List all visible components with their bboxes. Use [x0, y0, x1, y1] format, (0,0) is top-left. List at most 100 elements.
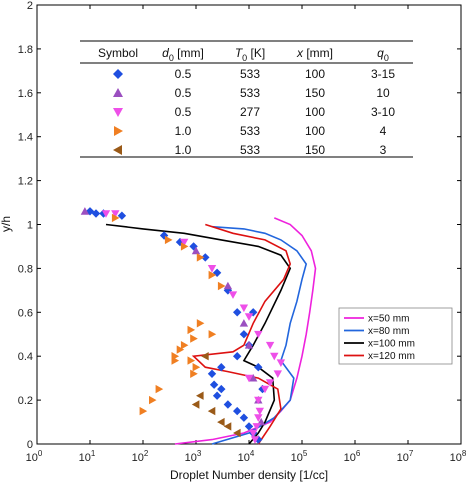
table-cell: 10 — [376, 86, 390, 100]
data-point-triangle-up — [223, 281, 233, 290]
table-cell: 0.5 — [175, 86, 192, 100]
table-cell: 100 — [305, 105, 325, 119]
parameter-table: Symbol d0 [mm] T0 [K] x [mm] q0 0.5 533 100 3-15… — [80, 40, 413, 158]
data-point-triangle-down — [260, 385, 270, 394]
legend: x=50 mmx=80 mm x=100 mmx=120 mm — [338, 307, 453, 365]
data-point-triangle-down — [249, 429, 258, 438]
legend-label: x=50 mm — [368, 314, 409, 325]
series-line-2 — [211, 225, 308, 445]
y-tick-label: 2 — [27, 0, 33, 12]
x-tick-label: 101 — [79, 449, 96, 464]
data-point-triangle-right — [180, 242, 189, 251]
data-point-triangle-right — [208, 270, 217, 280]
data-point-triangle-down — [207, 265, 217, 273]
data-point-triangle-up — [80, 207, 90, 215]
data-point-diamond — [99, 209, 108, 218]
data-point-triangle-up — [191, 246, 201, 255]
data-point-diamond — [117, 211, 127, 220]
data-point-triangle-down — [254, 330, 263, 339]
data-point-triangle-down — [265, 379, 275, 387]
table-header: Symbol — [98, 46, 138, 60]
data-point-diamond — [254, 363, 263, 372]
data-point-triangle-down — [111, 210, 120, 218]
x-tick-label: 105 — [291, 449, 308, 464]
data-point-triangle-left — [233, 428, 241, 438]
data-point-triangle-right — [187, 356, 196, 365]
y-axis-label: y/h — [0, 216, 13, 232]
table-cell: 0.5 — [175, 105, 192, 119]
data-point-triangle-right — [217, 281, 226, 291]
data-point-triangle-right — [180, 341, 189, 350]
data-point-diamond — [189, 242, 198, 251]
y-tick-label: 1.6 — [18, 88, 33, 100]
data-point-triangle-down — [250, 436, 260, 444]
data-point-triangle-up — [239, 319, 249, 327]
table-header: q0 — [377, 46, 389, 63]
data-point-triangle-down — [244, 313, 254, 321]
data-point-triangle-down — [252, 423, 261, 431]
table-cell: 533 — [240, 143, 260, 157]
data-point-triangle-right — [149, 395, 157, 405]
data-point-triangle-down — [273, 370, 282, 378]
y-tick-label: 0.8 — [18, 263, 33, 275]
data-point-triangle-down — [180, 238, 189, 247]
data-point-triangle-right — [176, 345, 185, 354]
data-point-diamond — [233, 352, 242, 361]
table-cell: 0.5 — [175, 67, 192, 81]
data-point-diamond — [91, 209, 101, 218]
x-tick-label: 108 — [450, 449, 467, 464]
data-point-triangle-down — [244, 374, 254, 383]
x-tick-label: 103 — [185, 449, 202, 464]
table-header: x [mm] — [296, 46, 333, 60]
y-tick-label: 0.2 — [18, 395, 33, 407]
y-tick-label: 1.8 — [18, 44, 33, 56]
data-point-triangle-down — [254, 396, 263, 405]
y-tick-label: 0 — [27, 439, 33, 451]
table-cell: 1.0 — [175, 124, 192, 138]
data-point-triangle-left — [223, 422, 232, 431]
table-cell: 533 — [240, 67, 260, 81]
x-tick-label: 107 — [397, 449, 414, 464]
data-point-triangle-down — [239, 304, 249, 313]
table-cell: 100 — [305, 124, 325, 138]
data-point-triangle-right — [171, 356, 180, 365]
data-point-diamond — [201, 253, 210, 262]
data-point-triangle-right — [139, 406, 148, 416]
y-tick-label: 0.4 — [18, 351, 33, 363]
data-point-diamond — [209, 380, 219, 389]
series-line-3 — [105, 223, 292, 445]
table-cell: 1.0 — [175, 143, 192, 157]
axis-ticks: 100 101 102 103 104 105 106 107 10800.20.40.60.8… — [18, 0, 467, 464]
y-tick-label: 0.6 — [18, 307, 33, 319]
data-point-diamond — [223, 400, 233, 409]
data-point-diamond — [212, 391, 222, 400]
table-cell: 100 — [305, 67, 325, 81]
data-point-triangle-up — [244, 341, 254, 349]
table-symbol-triangle-down — [113, 108, 123, 117]
data-point-triangle-right — [155, 384, 164, 394]
y-tick-label: 1.2 — [18, 176, 33, 188]
table-cell: 4 — [380, 124, 387, 138]
table-symbol-triangle-right — [114, 126, 123, 136]
data-point-diamond — [244, 422, 254, 431]
data-point-triangle-down — [276, 359, 286, 367]
data-point-triangle-left — [201, 352, 209, 361]
table-symbol-triangle-up — [113, 88, 123, 97]
data-point-triangle-down — [270, 352, 279, 361]
table-cell: 277 — [240, 105, 260, 119]
table-cell: 533 — [240, 124, 260, 138]
series-markers — [80, 207, 286, 444]
x-axis-label: Droplet Number density [1/cc] — [170, 468, 328, 482]
data-point-triangle-right — [190, 369, 198, 378]
data-point-triangle-down — [265, 341, 275, 350]
data-point-triangle-left — [196, 391, 204, 400]
table-symbol-diamond — [113, 69, 123, 79]
table-header: T0 [K] — [235, 46, 265, 63]
data-point-diamond — [233, 308, 242, 317]
table-cell: 3 — [380, 143, 387, 157]
data-point-triangle-right — [208, 330, 217, 339]
data-point-triangle-down — [228, 291, 238, 299]
data-point-triangle-left — [207, 406, 216, 416]
data-point-triangle-right — [196, 319, 205, 328]
